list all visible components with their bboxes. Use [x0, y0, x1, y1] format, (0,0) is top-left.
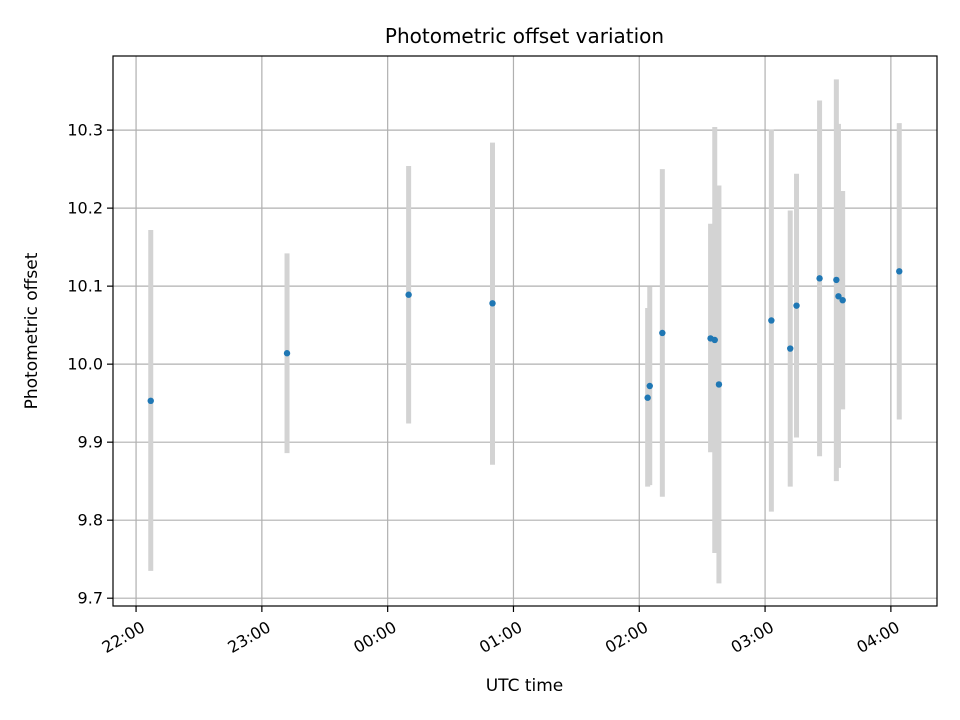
data-point — [711, 336, 718, 344]
chart-title: Photometric offset variation — [385, 24, 664, 48]
data-point — [489, 300, 496, 307]
data-point — [715, 381, 723, 388]
y-tick-label: 10.1 — [67, 277, 103, 296]
data-point — [839, 296, 846, 304]
y-tick-label: 9.9 — [78, 433, 103, 452]
data-point — [896, 268, 903, 275]
plot-frame — [112, 55, 938, 607]
y-tick-label: 9.8 — [78, 511, 103, 530]
y-tick-label: 10.2 — [67, 199, 103, 218]
x-axis-title: UTC time — [486, 676, 564, 696]
y-axis-title: Photometric offset — [22, 252, 42, 409]
data-point — [768, 317, 775, 324]
data-point — [644, 394, 651, 401]
y-tick-label: 10.0 — [67, 355, 103, 374]
data-point — [659, 329, 666, 337]
data-point — [833, 276, 840, 284]
data-point — [147, 397, 154, 405]
data-points — [147, 268, 903, 405]
data-point — [793, 302, 800, 309]
data-point — [405, 291, 412, 298]
data-point — [283, 350, 291, 357]
data-point — [835, 293, 842, 300]
y-tick-label: 10.3 — [67, 121, 103, 140]
y-axis: 9.7 9.8 9.9 10.0 10.1 10.2 10.3 — [67, 121, 113, 608]
data-point — [816, 275, 823, 282]
grid — [113, 56, 937, 606]
y-tick-label: 9.7 — [78, 589, 103, 608]
data-point — [646, 382, 653, 390]
data-point — [787, 345, 794, 352]
